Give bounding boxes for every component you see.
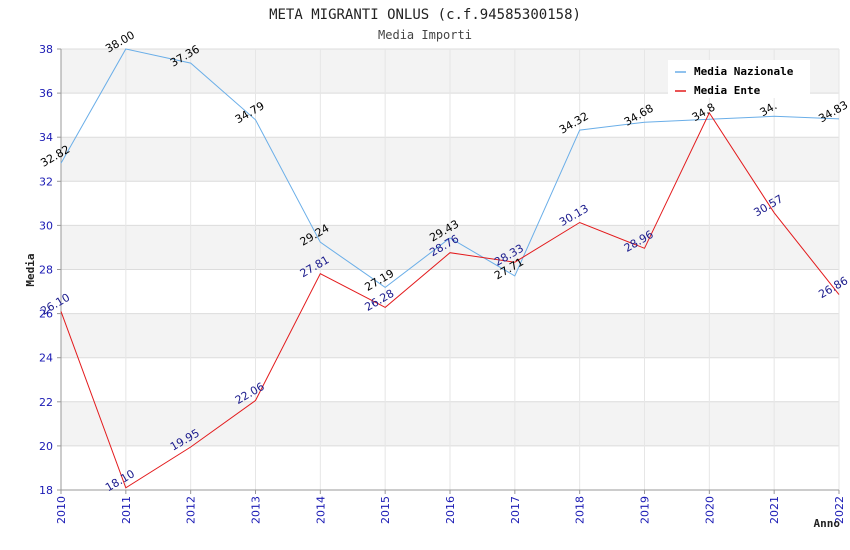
x-tick-label: 2014 [314,496,327,524]
y-tick-label: 24 [39,352,53,365]
y-tick-label: 28 [39,264,53,277]
y-tick-label: 26 [39,308,53,321]
series-line-media-nazionale [60,48,840,289]
legend-label-media-ente: Media Ente [694,84,761,97]
x-tick-label: 2016 [444,496,457,524]
chart-title: META MIGRANTI ONLUS (c.f.94585300158) [269,7,581,23]
x-tick-label: 2018 [574,496,587,524]
x-tick-label: 2020 [703,496,716,524]
y-tick-label: 38 [39,43,53,56]
y-tick-labels: 18 20 22 24 26 28 30 32 34 36 38 [39,43,53,497]
y-tick-label: 32 [39,175,53,188]
x-tick-label: 2019 [639,496,652,524]
y-tick-label: 20 [39,440,53,453]
x-tick-labels: 2010 2011 2012 2013 2014 2015 2016 2017 2018 2019… [55,496,846,524]
x-tick-label: 2021 [768,496,781,524]
y-tick-label: 22 [39,396,53,409]
series-line-media-ente [60,111,840,489]
x-axis-label: Anno [814,517,841,530]
series-lines [60,48,840,489]
x-tick-label: 2013 [250,496,263,524]
y-tick-label: 36 [39,87,53,100]
x-tick-label: 2010 [55,496,68,524]
axes [57,48,840,494]
legend-box [668,60,810,98]
chart-subtitle: Media Importi [378,28,472,42]
x-tick-label: 2015 [379,496,392,524]
y-tick-label: 18 [39,484,53,497]
legend-label-media-nazionale: Media Nazionale [694,65,794,78]
x-tick-label: 2017 [509,496,522,524]
y-axis-label: Media [24,253,37,286]
x-tick-label: 2012 [185,496,198,524]
y-tick-label: 30 [39,219,53,232]
x-tick-label: 2011 [120,496,133,524]
legend: Media Nazionale Media Ente [668,60,810,98]
x-tick-label: 2022 [833,496,846,524]
y-tick-label: 34 [39,131,53,144]
